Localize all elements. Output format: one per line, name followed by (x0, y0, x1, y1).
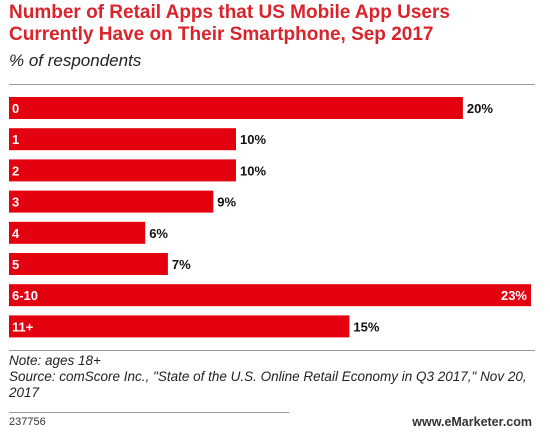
bar-3 (9, 190, 214, 213)
category-label-4: 4 (12, 226, 20, 241)
top-divider (9, 84, 535, 85)
bar-6-10 (9, 284, 531, 307)
bar-chart: 0 20% 1 10% 2 10% 3 9% 4 6% 5 7% 6-10 23% 11+ 15% (9, 97, 531, 338)
bar-1 (9, 128, 236, 151)
source-text: Source: comScore Inc., "State of the U.S… (9, 369, 527, 400)
category-label-6-10: 6-10 (12, 288, 38, 303)
value-label-11+: 15% (353, 319, 379, 334)
chart-notes: Note: ages 18+ Source: comScore Inc., "S… (9, 353, 529, 401)
chart-id: 237756 (9, 416, 46, 428)
value-label-4: 6% (149, 226, 168, 241)
value-label-3: 9% (217, 195, 236, 210)
category-label-11+: 11+ (12, 319, 34, 334)
brand-prefix: www. (412, 415, 445, 429)
note-text: Note: ages 18+ (9, 353, 101, 368)
category-label-5: 5 (12, 257, 19, 272)
bar-11+ (9, 315, 350, 338)
brand-name: eMarketer (444, 415, 503, 429)
category-label-1: 1 (12, 132, 19, 147)
value-label-1: 10% (240, 132, 266, 147)
value-label-0: 20% (467, 101, 493, 116)
category-label-2: 2 (12, 163, 19, 178)
brand-logo: www.eMarketer.com (412, 414, 532, 430)
chart-title: Number of Retail Apps that US Mobile App… (9, 2, 450, 45)
value-label-5: 7% (172, 257, 191, 272)
bar-5 (9, 253, 168, 275)
brand-suffix: .com (502, 415, 532, 429)
category-label-0: 0 (12, 101, 19, 116)
bar-0 (9, 97, 463, 119)
bar-4 (9, 221, 146, 244)
value-label-2: 10% (240, 163, 266, 178)
category-label-3: 3 (12, 195, 19, 210)
chart-subtitle: % of respondents (9, 51, 142, 70)
bottom-divider (9, 412, 289, 413)
value-label-6-10: 23% (501, 288, 527, 303)
footer-divider (9, 350, 535, 351)
bar-2 (9, 159, 236, 182)
